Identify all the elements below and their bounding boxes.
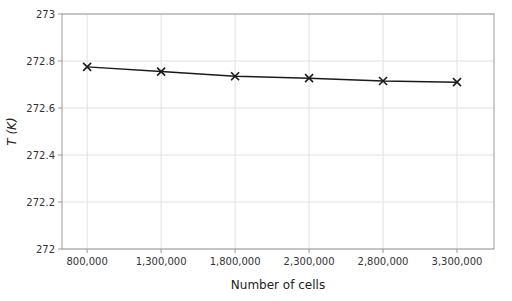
grid bbox=[62, 14, 494, 249]
chart: 800,000 1,300,000 1,800,000 2,300,000 2,800,… bbox=[0, 0, 512, 301]
marker-stroke bbox=[379, 77, 387, 85]
y-axis-label: T (K) bbox=[5, 117, 19, 145]
x-grid-line bbox=[383, 14, 384, 249]
marker-stroke bbox=[157, 68, 165, 76]
marker bbox=[305, 74, 313, 82]
x-tick bbox=[87, 249, 88, 253]
y-tick-label: 273 bbox=[36, 9, 55, 20]
marker bbox=[83, 63, 91, 71]
y-grid-line bbox=[62, 108, 494, 109]
marker-stroke bbox=[157, 68, 165, 76]
marker-stroke bbox=[305, 74, 313, 82]
marker-stroke bbox=[231, 72, 239, 80]
y-grid-line bbox=[62, 61, 494, 62]
x-tick-label: 2,800,000 bbox=[358, 256, 409, 267]
marker bbox=[453, 78, 461, 86]
marker-stroke bbox=[305, 74, 313, 82]
y-grid-line bbox=[62, 155, 494, 156]
y-tick-label: 272.8 bbox=[26, 56, 55, 67]
x-grid-line bbox=[161, 14, 162, 249]
marker bbox=[379, 77, 387, 85]
x-grid-line bbox=[457, 14, 458, 249]
y-tick bbox=[58, 14, 62, 15]
marker bbox=[157, 68, 165, 76]
y-tick bbox=[58, 108, 62, 109]
y-tick bbox=[58, 202, 62, 203]
chart-container: 800,000 1,300,000 1,800,000 2,300,000 2,800,… bbox=[0, 0, 512, 301]
y-tick-label: 272.4 bbox=[26, 150, 55, 161]
tick-labels: 800,000 1,300,000 1,800,000 2,300,000 2,800,… bbox=[26, 9, 482, 268]
x-grid-line bbox=[235, 14, 236, 249]
marker bbox=[231, 72, 239, 80]
y-tick bbox=[58, 249, 62, 250]
y-tick-label: 272 bbox=[36, 244, 55, 255]
x-grid-line bbox=[309, 14, 310, 249]
x-tick-label: 800,000 bbox=[66, 256, 107, 267]
x-tick-label: 3,300,000 bbox=[432, 256, 483, 267]
x-grid-line bbox=[87, 14, 88, 249]
y-tick-label: 272.6 bbox=[26, 103, 55, 114]
y-tick bbox=[58, 61, 62, 62]
y-grid-line bbox=[62, 202, 494, 203]
series bbox=[83, 63, 461, 86]
marker-stroke bbox=[453, 78, 461, 86]
x-tick-label: 2,300,000 bbox=[284, 256, 335, 267]
marker-stroke bbox=[453, 78, 461, 86]
x-tick bbox=[235, 249, 236, 253]
x-tick bbox=[383, 249, 384, 253]
marker-stroke bbox=[379, 77, 387, 85]
x-tick bbox=[161, 249, 162, 253]
line bbox=[87, 67, 457, 82]
marker-stroke bbox=[231, 72, 239, 80]
x-tick-label: 1,300,000 bbox=[136, 256, 187, 267]
x-tick bbox=[309, 249, 310, 253]
x-tick-label: 1,800,000 bbox=[210, 256, 261, 267]
x-axis-label: Number of cells bbox=[231, 278, 325, 292]
marker-stroke bbox=[83, 63, 91, 71]
y-tick-label: 272.2 bbox=[26, 197, 55, 208]
plot-background bbox=[62, 14, 494, 249]
x-tick bbox=[457, 249, 458, 253]
marker-stroke bbox=[83, 63, 91, 71]
plot-frame bbox=[62, 14, 494, 249]
y-tick bbox=[58, 155, 62, 156]
